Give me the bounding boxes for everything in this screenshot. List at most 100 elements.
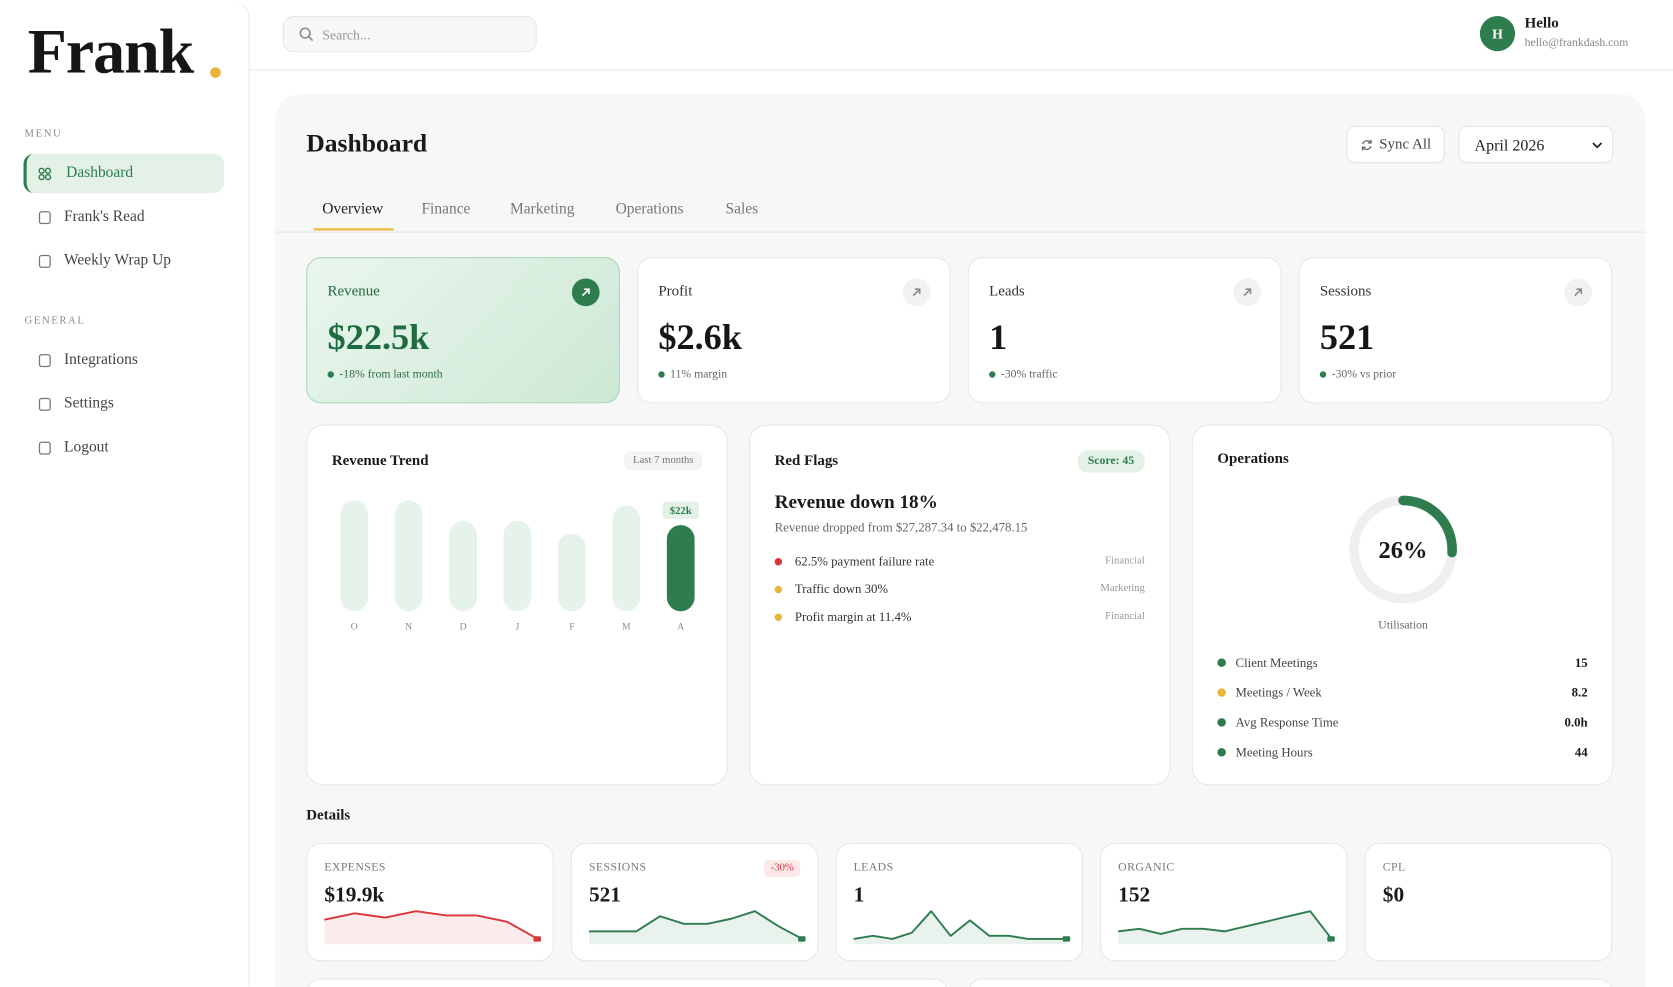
kpi-open-button[interactable]	[1564, 278, 1592, 307]
kpi-open-button[interactable]	[1233, 278, 1262, 307]
nav-item[interactable]: Frank's Read	[64, 208, 145, 226]
metric-dot	[1217, 688, 1226, 697]
tab[interactable]: Sales	[725, 200, 759, 218]
flag-dot	[774, 585, 783, 594]
nav-item[interactable]: Integrations	[64, 351, 138, 369]
sparkline	[588, 910, 806, 945]
nav-icon	[38, 397, 51, 411]
section-label: GENERAL	[24, 314, 86, 327]
sparkline-end	[1062, 936, 1071, 942]
detail-card: ORGANIC 152	[1100, 842, 1348, 962]
kpi-card: Leads 1 -30% traffic	[967, 257, 1282, 404]
metric-value: 0.0h	[1564, 714, 1588, 730]
bar	[666, 525, 695, 612]
x-tick-label: A	[677, 622, 684, 633]
detail-label: SESSIONS	[588, 861, 647, 874]
kpi-card: Revenue $22.5k -18% from last month	[306, 257, 620, 404]
flag-dot	[774, 558, 783, 566]
kpi-value: $22.5k	[327, 317, 430, 358]
sparkline-end	[798, 936, 806, 942]
kpi-card: Sessions 521 -30% vs prior	[1298, 257, 1613, 404]
tab-underline	[313, 228, 394, 231]
tab[interactable]: Operations	[615, 200, 684, 218]
sparkline	[324, 910, 539, 940]
arrow-icon	[1243, 288, 1252, 297]
kpi-label: Profit	[658, 283, 693, 300]
email: hello@frankdash.com	[1524, 36, 1629, 50]
page-title: Dashboard	[306, 130, 428, 158]
nav-item[interactable]: Weekly Wrap Up	[64, 251, 171, 269]
header-divider	[249, 69, 1673, 71]
sync-icon	[1361, 139, 1372, 150]
kpi-open-button[interactable]	[571, 278, 600, 307]
bar	[558, 533, 586, 612]
icon-dot	[38, 173, 45, 181]
nav-item[interactable]: Settings	[64, 394, 114, 412]
range-badge: Last 7 months	[624, 451, 703, 471]
active-indicator	[23, 153, 225, 194]
icon-shape	[912, 288, 921, 297]
x-tick-label: N	[405, 622, 412, 633]
flag-tag: Financial	[1105, 610, 1145, 623]
icon-shape	[38, 254, 51, 268]
sparkline-area	[588, 911, 803, 945]
x-tick-label: J	[516, 622, 520, 633]
icon-shape	[299, 27, 311, 39]
chevron	[1592, 142, 1603, 149]
card-peek	[306, 978, 949, 987]
kpi-dot	[1319, 371, 1327, 378]
kpi-label: Sessions	[1319, 283, 1372, 300]
tab[interactable]: Finance	[421, 200, 471, 218]
nav-icon	[38, 167, 52, 181]
nav-item[interactable]: Dashboard	[66, 164, 134, 182]
icon-shape	[1574, 288, 1583, 297]
arrow-icon	[581, 288, 590, 297]
detail-value: $0	[1382, 883, 1405, 907]
sparkline-area	[1118, 911, 1332, 945]
section-title: Details	[306, 807, 351, 824]
avatar[interactable]: H	[1479, 16, 1516, 52]
icon-dot	[44, 167, 52, 174]
sparkline	[324, 910, 541, 945]
card-title: Revenue Trend	[331, 453, 429, 470]
flag-headline: Revenue down 18%	[774, 490, 938, 513]
kpi-value: $2.6k	[658, 317, 742, 358]
detail-badge: -30%	[764, 859, 801, 878]
kpi-note: -30% traffic	[1000, 368, 1058, 381]
icon-shape	[38, 354, 51, 368]
sparkline-area	[324, 911, 538, 945]
arrow-icon	[1574, 288, 1583, 297]
kpi-value: 1	[989, 317, 1008, 358]
metric-value: 44	[1574, 744, 1588, 760]
tab-divider	[275, 231, 1646, 233]
tab[interactable]: Marketing	[510, 200, 575, 218]
metric-name: Meeting Hours	[1235, 744, 1313, 760]
kpi-label: Revenue	[327, 283, 380, 300]
icon-shape	[38, 211, 51, 225]
search-box[interactable]: Search...	[282, 16, 537, 53]
sync-label: Sync All	[1379, 136, 1432, 153]
detail-label: EXPENSES	[324, 861, 386, 874]
kpi-dot	[327, 371, 334, 378]
detail-value: $19.9k	[324, 883, 385, 907]
sync-button[interactable]: Sync All	[1346, 125, 1445, 164]
operations-card: Operations 26% Utilisation Client Meetings 1…	[1191, 424, 1614, 786]
kpi-note: -18% from last month	[339, 368, 443, 381]
bar-chart: O N D J F M A $22k	[340, 500, 699, 633]
flag-tag: Financial	[1105, 554, 1145, 567]
kpi-note: 11% margin	[670, 368, 728, 381]
nav-icon	[38, 211, 51, 225]
logo: Frank	[27, 16, 194, 87]
flag-description: Revenue dropped from $27,287.34 to $22,4…	[774, 519, 1028, 535]
detail-label: ORGANIC	[1118, 861, 1175, 874]
tab[interactable]: Overview	[322, 200, 384, 218]
metric-dot	[1217, 747, 1226, 757]
icon-shape	[1592, 142, 1603, 149]
nav-item[interactable]: Logout	[64, 438, 109, 456]
card-title: Red Flags	[774, 453, 839, 470]
kpi-open-button[interactable]	[902, 278, 931, 307]
detail-label: CPL	[1382, 861, 1406, 874]
period-select[interactable]: April 2026	[1458, 125, 1614, 164]
detail-card: CPL $0	[1364, 842, 1613, 962]
